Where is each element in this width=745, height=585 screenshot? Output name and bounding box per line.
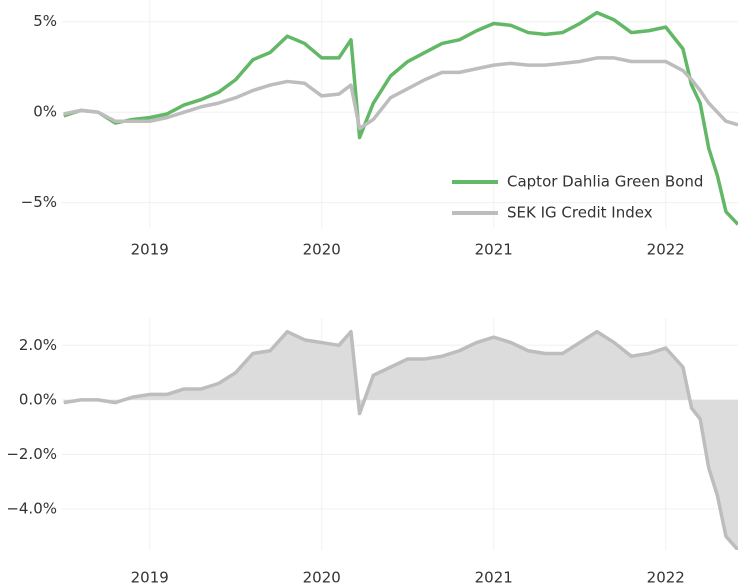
x-tick-label: 2022 <box>647 569 685 585</box>
plot-area <box>63 10 738 226</box>
plot-area <box>63 329 738 550</box>
y-tick-label: −4.0% <box>6 500 57 518</box>
area <box>63 331 738 550</box>
legend: Captor Dahlia Green Bond SEK IG Credit In… <box>452 173 703 222</box>
x-tick-label: 2020 <box>303 241 341 259</box>
x-tick-label: 2021 <box>475 569 513 585</box>
legend-label: SEK IG Credit Index <box>507 204 653 222</box>
x-tick-label: 2020 <box>303 569 341 585</box>
y-tick-label: 0% <box>33 103 57 121</box>
y-tick-label: 0.0% <box>19 390 57 408</box>
x-tick-label: 2022 <box>647 241 685 259</box>
x-tick-label: 2019 <box>131 241 169 259</box>
x-tick-label: 2021 <box>475 241 513 259</box>
x-tick-label: 2019 <box>131 569 169 585</box>
y-tick-label: 2.0% <box>19 336 57 354</box>
line <box>63 56 738 131</box>
line <box>63 329 738 550</box>
y-tick-label: −5% <box>21 193 57 211</box>
legend-label: Captor Dahlia Green Bond <box>507 173 703 191</box>
y-tick-label: 5% <box>33 12 57 30</box>
line <box>63 10 738 226</box>
y-tick-label: −2.0% <box>6 445 57 463</box>
